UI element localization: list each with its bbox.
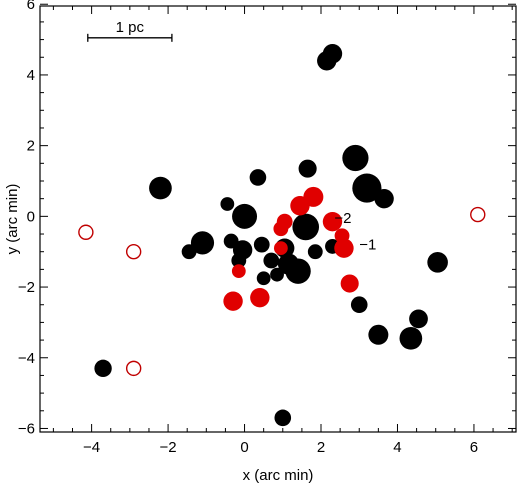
annotation-minus-2: −2 — [334, 210, 351, 227]
black-point — [274, 409, 292, 427]
red-point — [340, 274, 359, 293]
red-point — [223, 291, 243, 311]
x-axis-label: x (arc min) — [243, 467, 314, 484]
black-point — [270, 267, 284, 282]
red-point — [322, 211, 343, 232]
black-point — [342, 144, 369, 172]
black-point — [190, 231, 215, 255]
plot-frame — [39, 5, 517, 433]
y-tick-label: −2 — [18, 279, 35, 296]
data-marks — [78, 44, 486, 427]
black-point — [307, 244, 323, 260]
scale-bar: 1 pc — [87, 19, 173, 42]
x-tick-label: −4 — [83, 439, 100, 456]
red-point — [273, 221, 289, 237]
black-point — [263, 252, 280, 269]
black-point — [149, 176, 172, 200]
red-point — [290, 196, 310, 216]
tick-labels: −4 −2 0 2 4 6 −6 −4 −2 0 2 4 6 — [18, 0, 478, 456]
black-point — [232, 203, 258, 229]
annotations: −2 −1 — [334, 210, 376, 254]
y-axis-label: y (arc min) — [4, 184, 21, 255]
x-tick-label: 6 — [470, 439, 478, 456]
x-tick-label: 2 — [317, 439, 325, 456]
black-point — [94, 359, 112, 378]
scale-bar-label: 1 pc — [116, 19, 145, 36]
open-red-point — [125, 244, 142, 260]
black-point — [256, 271, 271, 286]
red-point — [334, 238, 354, 258]
open-red-point — [125, 360, 142, 377]
annotation-minus-1: −1 — [359, 237, 376, 254]
black-point — [231, 253, 247, 268]
black-point — [409, 309, 428, 329]
y-tick-label: 0 — [27, 208, 35, 225]
open-red-point — [78, 224, 94, 240]
axis-ticks — [40, 3, 516, 432]
black-point — [253, 236, 270, 253]
y-tick-label: 4 — [27, 67, 35, 84]
x-tick-label: −2 — [160, 439, 177, 456]
black-point — [368, 324, 389, 345]
black-point — [399, 326, 423, 350]
red-point — [231, 264, 246, 279]
x-tick-label: 0 — [240, 439, 248, 456]
black-point — [298, 159, 317, 178]
black-point — [374, 188, 394, 209]
black-point — [427, 252, 448, 273]
x-tick-label: 4 — [393, 439, 401, 456]
black-point — [352, 173, 382, 203]
black-point — [220, 197, 235, 211]
black-point — [181, 244, 197, 260]
y-tick-label: −4 — [18, 350, 35, 367]
y-tick-label: 6 — [27, 0, 35, 13]
red-point — [273, 241, 288, 256]
black-point — [350, 296, 368, 314]
black-point — [292, 213, 320, 241]
red-point — [250, 287, 270, 308]
y-tick-label: 2 — [27, 138, 35, 155]
y-tick-label: −6 — [18, 420, 35, 437]
black-point — [317, 51, 337, 71]
black-point — [249, 169, 267, 186]
open-red-point — [470, 206, 486, 223]
black-point — [285, 258, 311, 284]
